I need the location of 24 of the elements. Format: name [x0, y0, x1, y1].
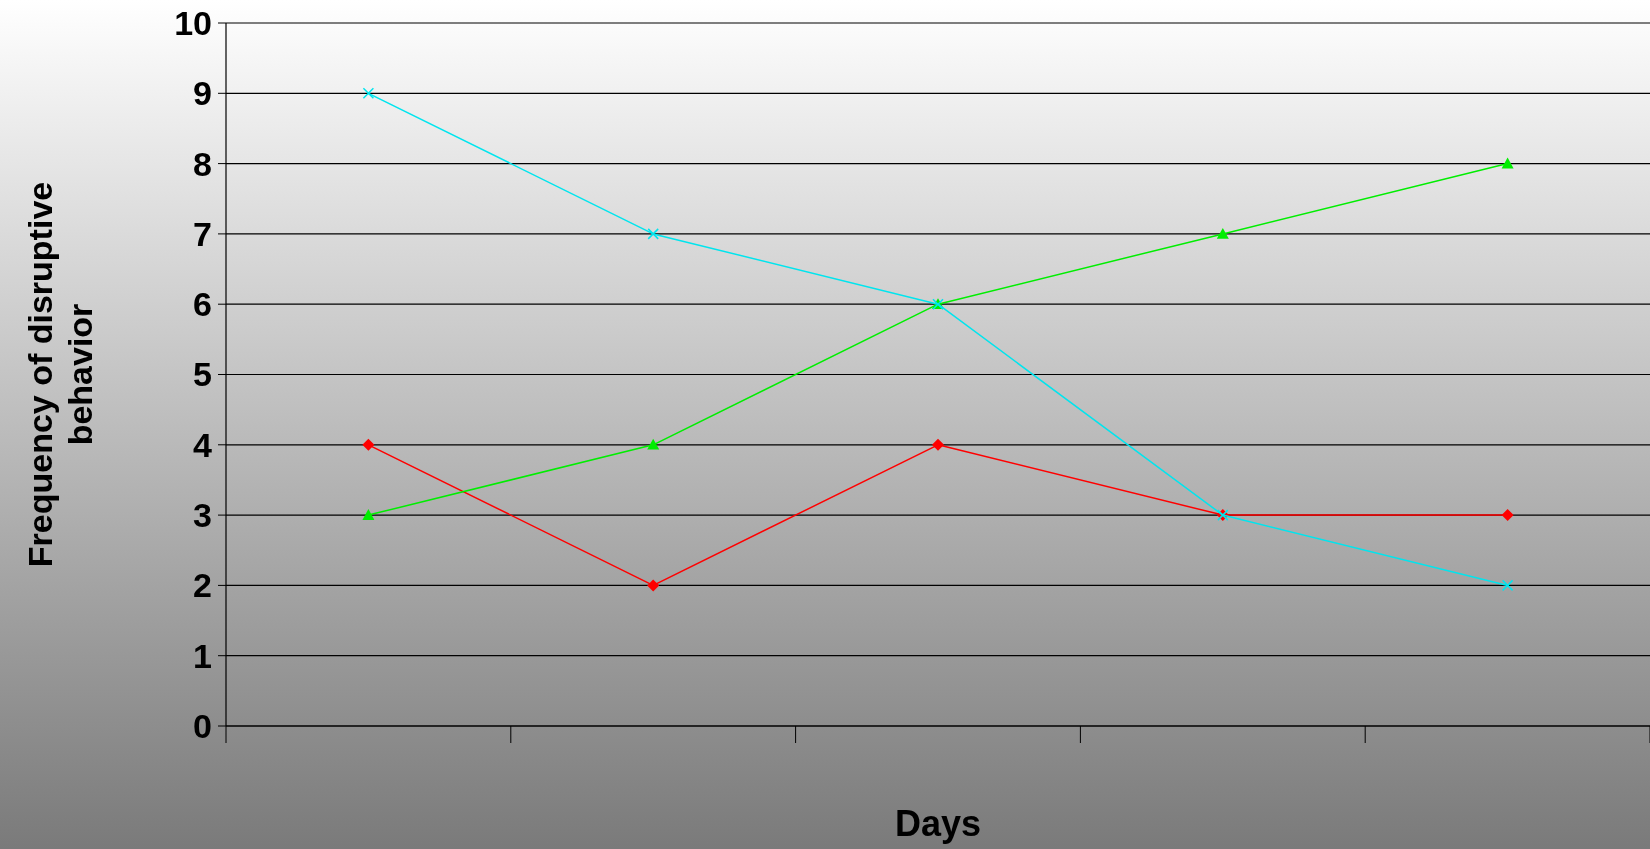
y-tick-label: 8	[193, 144, 212, 183]
point	[362, 87, 375, 100]
y-tick-label: 9	[193, 74, 212, 113]
y-tick-label: 6	[193, 285, 212, 324]
point	[932, 438, 944, 451]
y-tick-label: 0	[193, 706, 212, 745]
y-tick-label: 1	[193, 636, 212, 675]
point	[1501, 157, 1514, 169]
point	[647, 579, 660, 592]
point	[647, 228, 659, 240]
point	[1501, 579, 1514, 592]
point	[1501, 509, 1514, 522]
y-tick-label: 2	[193, 566, 212, 605]
x-axis-title: Days	[894, 803, 982, 844]
point	[362, 509, 375, 520]
y-tick-label: 10	[174, 3, 212, 42]
point	[647, 438, 660, 450]
point	[362, 438, 375, 451]
y-tick-label: 3	[193, 496, 212, 534]
y-tick-label: 7	[193, 214, 212, 253]
y-tick-label: 4	[193, 425, 213, 464]
y-tick-label: 5	[193, 355, 212, 394]
point	[1216, 227, 1229, 239]
y-axis-title: Frequency of disruptive behavior	[21, 181, 99, 568]
